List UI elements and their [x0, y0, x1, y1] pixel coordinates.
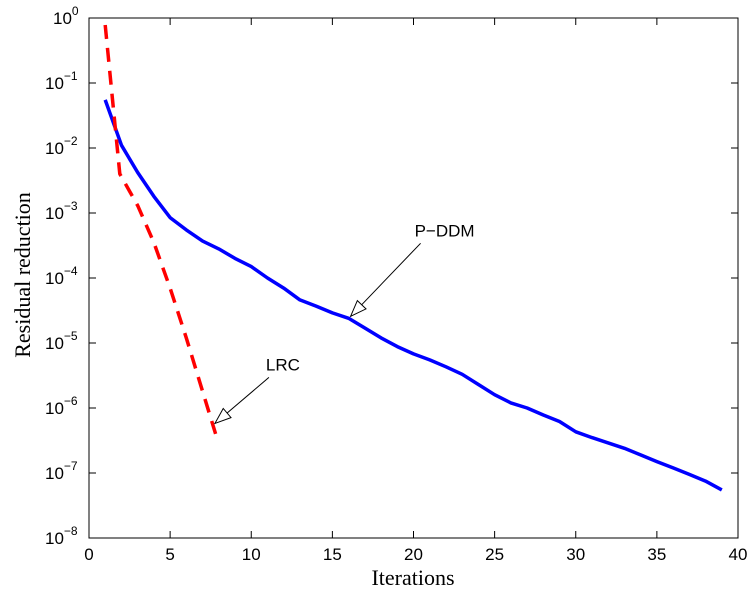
annotation-arrowhead — [349, 299, 367, 318]
x-tick-label: 30 — [566, 545, 585, 564]
annotation-arrowhead — [213, 407, 232, 425]
y-tick-label: 10−3 — [45, 199, 78, 223]
annotation-label-pddm: P−DDM — [415, 221, 475, 240]
x-tick-label: 20 — [404, 545, 423, 564]
x-tick-label: 0 — [84, 545, 93, 564]
x-tick-label: 35 — [647, 545, 666, 564]
annotation-label-lrc: LRC — [266, 355, 300, 374]
x-tick-label: 5 — [165, 545, 174, 564]
plot-frame — [88, 17, 739, 539]
annotation-arrow-line — [350, 242, 421, 317]
y-axis-label: Residual reduction — [10, 192, 35, 358]
y-tick-label: 10−4 — [45, 264, 78, 288]
axes: 0 5 10 15 20 25 30 35 40 100 10−1 10−2 10−3 10−4 10−5 1… — [45, 4, 747, 564]
y-tick-label: 10−5 — [45, 329, 78, 353]
plot-area: P−DDM LRC — [103, 24, 723, 492]
x-tick-label: 15 — [323, 545, 342, 564]
series-line-0 — [103, 99, 723, 492]
y-tick-label: 100 — [53, 4, 79, 28]
x-tick-label: 10 — [242, 545, 261, 564]
x-tick-label: 40 — [729, 545, 748, 564]
x-axis-label: Iterations — [371, 565, 454, 590]
y-tick-label: 10−8 — [45, 524, 78, 548]
y-tick-label: 10−7 — [45, 459, 78, 483]
y-tick-label: 10−1 — [45, 69, 78, 93]
series-line-1 — [103, 24, 218, 435]
y-tick-label: 10−2 — [45, 134, 78, 158]
x-tick-label: 25 — [485, 545, 504, 564]
y-tick-label: 10−6 — [45, 394, 78, 418]
